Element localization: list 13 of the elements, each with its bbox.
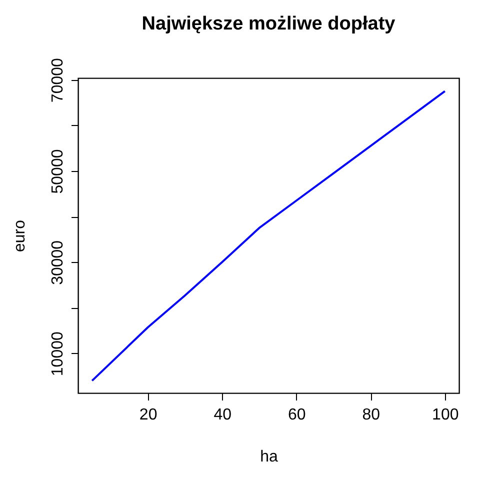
chart-title: Największe możliwe dopłaty: [142, 14, 396, 35]
y-tick-label: 50000: [50, 149, 66, 194]
x-tick-label: 40: [214, 406, 232, 424]
x-tick-label: 20: [139, 406, 158, 424]
y-tick-label: 10000: [50, 331, 66, 376]
y-axis-title: euro: [12, 220, 28, 252]
y-tick-label: 30000: [50, 240, 66, 285]
y-tick-label: 70000: [50, 58, 66, 103]
x-axis-title: ha: [260, 448, 278, 466]
line-series: [91, 90, 446, 382]
x-tick-label: 100: [432, 406, 459, 424]
x-tick-label: 80: [362, 406, 380, 424]
x-tick-label: 60: [288, 406, 306, 424]
